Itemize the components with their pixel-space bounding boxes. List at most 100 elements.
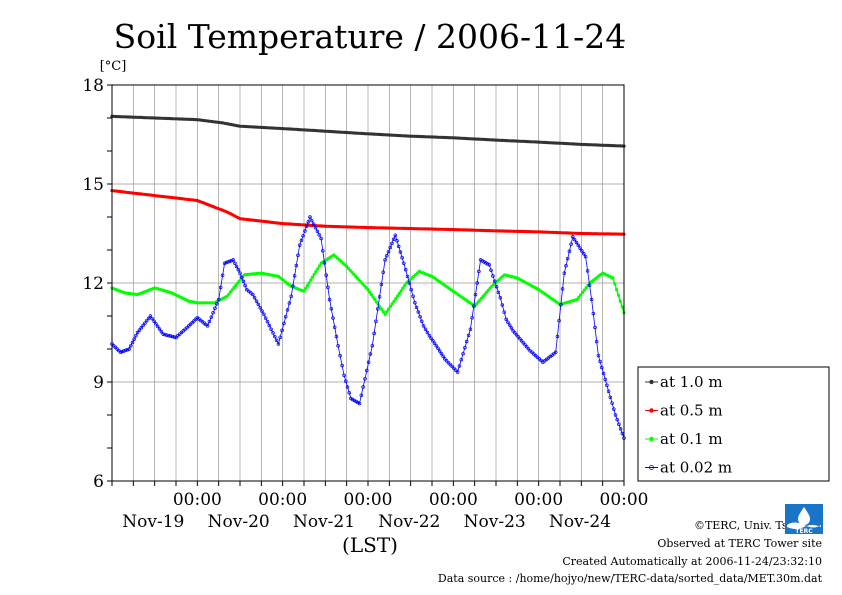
x-tick-time-label: 00:00 [258, 490, 307, 510]
data-point [361, 385, 365, 389]
data-point [381, 270, 385, 274]
x-tick-time-label: 00:00 [600, 490, 649, 510]
data-point [584, 286, 588, 290]
data-point [569, 242, 573, 246]
data-point [230, 288, 234, 292]
data-point [504, 317, 508, 322]
data-point [289, 294, 293, 298]
data-point [401, 286, 405, 290]
data-point [418, 314, 422, 319]
data-point [613, 413, 618, 417]
data-point [237, 279, 241, 283]
data-point [224, 260, 229, 265]
data-point [316, 267, 320, 271]
data-point [378, 305, 382, 309]
data-point [262, 312, 266, 317]
data-point [226, 260, 230, 264]
data-point [507, 323, 512, 327]
data-point [345, 385, 350, 389]
data-point [455, 370, 460, 374]
data-point [513, 331, 517, 335]
data-point [352, 398, 357, 403]
data-point [383, 312, 387, 316]
chart-title: Soil Temperature / 2006-11-24 [114, 17, 627, 56]
data-point [150, 316, 154, 321]
data-point [416, 310, 421, 314]
data-point [411, 294, 415, 298]
data-point [387, 307, 391, 311]
data-point [291, 284, 295, 288]
data-point [519, 339, 524, 343]
data-point [374, 319, 378, 323]
data-point [278, 335, 282, 339]
data-point [526, 346, 531, 351]
data-point [127, 347, 131, 351]
data-point [583, 254, 588, 259]
data-point [596, 353, 601, 358]
data-point [385, 254, 389, 258]
data-point [487, 263, 491, 267]
data-point [276, 342, 281, 346]
data-point [309, 278, 313, 282]
data-point [577, 295, 581, 299]
data-point [252, 296, 257, 300]
data-point [425, 330, 430, 335]
x-tick-time-label: 00:00 [344, 490, 393, 510]
data-point [405, 274, 410, 279]
data-point [463, 345, 467, 350]
data-point [395, 239, 399, 243]
data-point [441, 354, 445, 359]
data-point [371, 295, 375, 299]
data-point [502, 310, 506, 314]
data-point [161, 332, 165, 336]
data-point [432, 341, 437, 345]
data-point [472, 304, 476, 308]
data-point [321, 248, 325, 253]
data-point [380, 307, 384, 311]
data-point [267, 323, 272, 328]
data-point [205, 324, 210, 328]
data-point [359, 393, 364, 397]
data-point [326, 285, 330, 290]
data-point [593, 325, 597, 330]
data-point [409, 287, 413, 292]
x-tick-time-label: 00:00 [429, 490, 478, 510]
data-point [344, 379, 348, 383]
data-point [572, 237, 577, 242]
data-point [313, 225, 318, 230]
data-point [565, 256, 570, 261]
data-point [170, 334, 175, 339]
data-point [421, 324, 426, 328]
data-point [615, 417, 619, 422]
data-point [332, 325, 337, 329]
data-point [229, 258, 234, 263]
legend-label: at 0.02 m [660, 459, 732, 477]
data-point [393, 233, 398, 237]
data-point [575, 297, 579, 302]
x-tick-time-label: 00:00 [514, 490, 563, 510]
data-point [398, 250, 403, 254]
data-point [444, 359, 449, 363]
data-point [315, 229, 320, 234]
data-point [176, 334, 180, 338]
data-point [258, 306, 262, 310]
data-point [464, 339, 469, 344]
data-point [342, 373, 346, 378]
data-point [582, 252, 586, 256]
data-point [322, 261, 327, 265]
data-point [506, 320, 510, 324]
data-point [553, 350, 558, 355]
y-tick-label: 12 [82, 274, 104, 294]
data-point [489, 268, 493, 273]
data-point [137, 328, 142, 332]
data-point [305, 284, 309, 288]
data-point [376, 307, 380, 311]
legend-swatch-marker [649, 379, 654, 385]
data-point [582, 288, 587, 292]
data-point [390, 241, 394, 246]
data-point [414, 305, 419, 310]
data-point [374, 300, 379, 304]
data-point [615, 288, 619, 292]
x-tick-date-label: Nov-23 [464, 512, 526, 532]
data-point [168, 334, 173, 338]
